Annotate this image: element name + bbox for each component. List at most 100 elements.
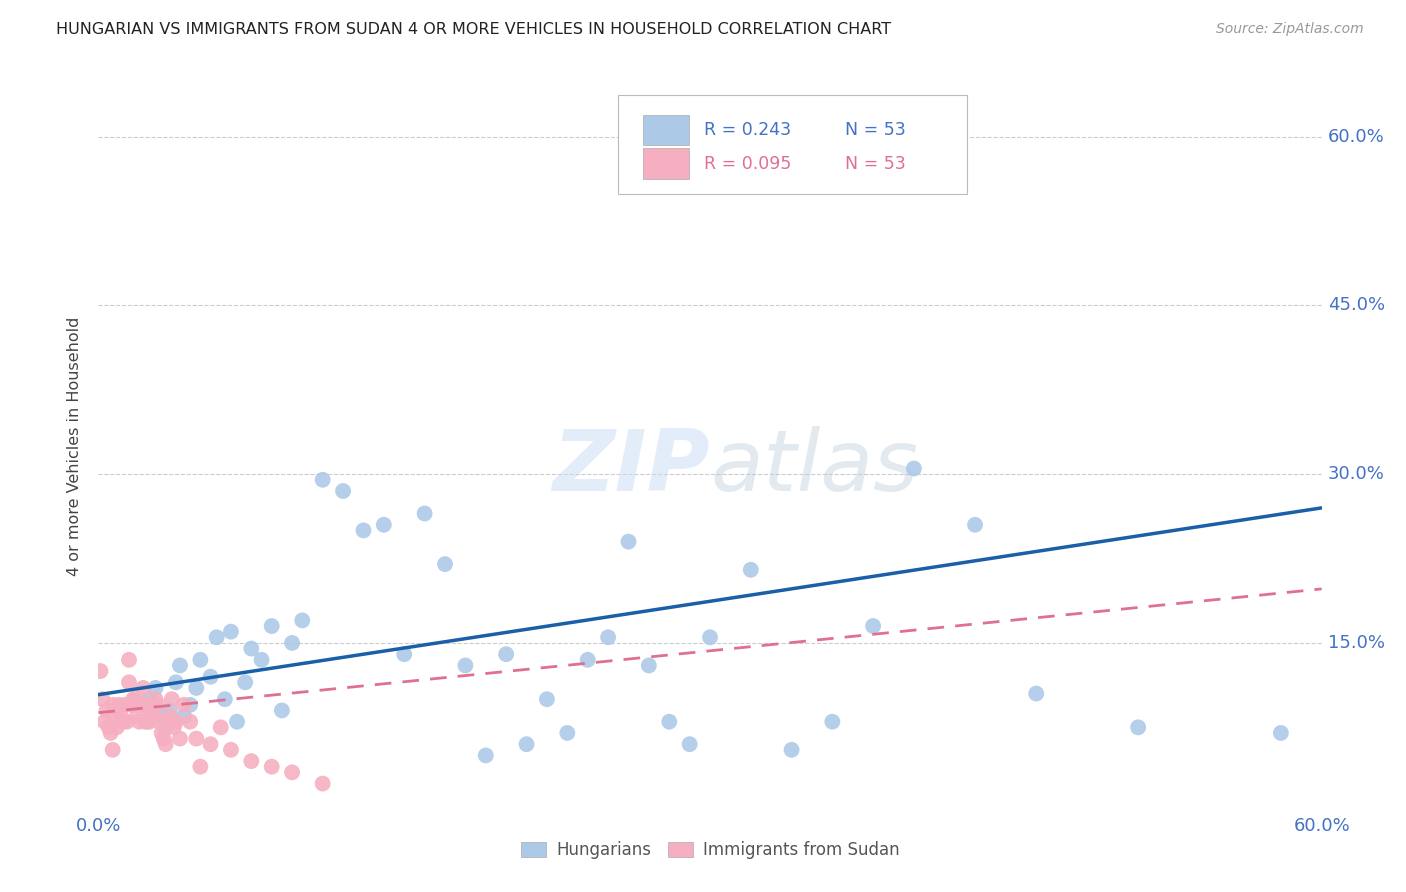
Point [1270, 726, 1292, 740]
Point [93, 714, 115, 729]
Y-axis label: 4 or more Vehicles in Household: 4 or more Vehicles in Household [67, 317, 83, 575]
Point [149, 709, 172, 723]
Point [862, 619, 884, 633]
Point [169, 658, 191, 673]
Point [240, 641, 263, 656]
Point [474, 748, 498, 763]
Text: 60.0%: 60.0% [1327, 128, 1385, 145]
Point [163, 720, 186, 734]
Point [679, 737, 702, 751]
Text: HUNGARIAN VS IMMIGRANTS FROM SUDAN 4 OR MORE VEHICLES IN HOUSEHOLD CORRELATION C: HUNGARIAN VS IMMIGRANTS FROM SUDAN 4 OR … [56, 22, 891, 37]
Point [145, 692, 167, 706]
Point [114, 698, 136, 712]
Point [516, 737, 538, 751]
Point [200, 670, 222, 684]
Point [136, 714, 159, 729]
Text: N = 53: N = 53 [845, 121, 905, 139]
Point [132, 698, 155, 712]
Point [129, 698, 152, 712]
Point [392, 647, 416, 661]
Point [115, 714, 138, 729]
Point [179, 714, 201, 729]
Point [205, 630, 228, 644]
Point [89, 664, 111, 678]
Point [270, 703, 294, 717]
Point [658, 714, 681, 729]
Point [1025, 687, 1047, 701]
Point [138, 714, 160, 729]
Point [138, 692, 160, 706]
Point [128, 714, 150, 729]
Point [120, 698, 142, 712]
Point [281, 636, 304, 650]
Text: Source: ZipAtlas.com: Source: ZipAtlas.com [1216, 22, 1364, 37]
Point [160, 692, 183, 706]
Text: 15.0%: 15.0% [1327, 634, 1385, 652]
Point [373, 517, 395, 532]
Point [159, 703, 181, 717]
Point [740, 563, 762, 577]
Point [637, 658, 661, 673]
Point [352, 524, 374, 538]
Point [179, 698, 201, 712]
Text: R = 0.095: R = 0.095 [704, 154, 792, 173]
Point [200, 737, 222, 751]
Point [188, 760, 212, 774]
Point [156, 714, 179, 729]
Point [536, 692, 558, 706]
Point [219, 624, 242, 639]
Point [118, 653, 141, 667]
Text: N = 53: N = 53 [845, 154, 905, 173]
Point [209, 720, 232, 734]
Point [312, 776, 335, 790]
Point [454, 658, 477, 673]
Point [699, 630, 721, 644]
Point [188, 653, 212, 667]
Point [214, 692, 236, 706]
Point [165, 675, 187, 690]
Point [150, 726, 173, 740]
Text: 45.0%: 45.0% [1327, 296, 1385, 314]
Point [132, 681, 155, 695]
Point [97, 720, 120, 734]
Point [965, 517, 987, 532]
FancyBboxPatch shape [619, 95, 967, 194]
Point [91, 692, 114, 706]
Point [173, 698, 195, 712]
Point [598, 630, 620, 644]
Point [100, 726, 122, 740]
Point [145, 681, 167, 695]
Point [101, 743, 124, 757]
Point [124, 692, 146, 706]
Point [332, 483, 354, 498]
Point [142, 709, 165, 723]
Point [165, 714, 187, 729]
Point [780, 743, 803, 757]
Point [134, 714, 156, 729]
Point [105, 720, 128, 734]
Point [146, 698, 169, 712]
Point [141, 703, 163, 717]
Legend: Hungarians, Immigrants from Sudan: Hungarians, Immigrants from Sudan [515, 834, 905, 865]
Point [186, 681, 208, 695]
Point [903, 461, 925, 475]
Point [128, 698, 150, 712]
Point [155, 720, 177, 734]
Point [226, 714, 249, 729]
FancyBboxPatch shape [643, 148, 689, 179]
Point [1128, 720, 1150, 734]
Point [240, 754, 263, 768]
Text: 30.0%: 30.0% [1327, 465, 1385, 483]
Text: atlas: atlas [710, 426, 918, 509]
Point [576, 653, 599, 667]
Point [127, 709, 149, 723]
Point [118, 675, 141, 690]
Point [169, 731, 191, 746]
Point [149, 714, 172, 729]
Point [219, 743, 242, 757]
Point [159, 709, 181, 723]
Point [260, 760, 283, 774]
Point [104, 709, 127, 723]
Point [152, 731, 174, 746]
Point [96, 703, 118, 717]
